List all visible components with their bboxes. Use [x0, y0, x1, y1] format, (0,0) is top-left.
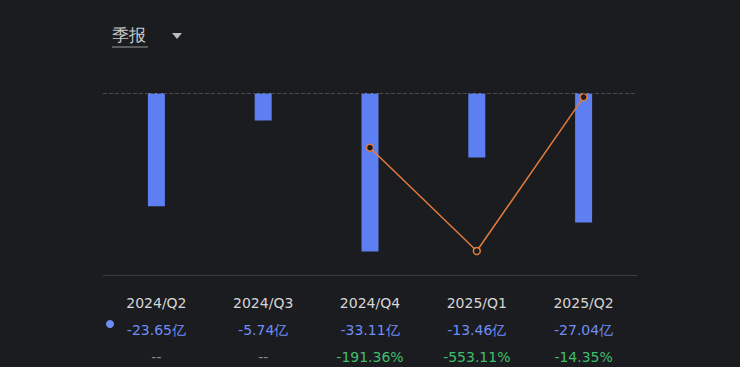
svg-text:2024/Q4: 2024/Q4 — [340, 295, 400, 311]
svg-text:-23.65亿: -23.65亿 — [127, 322, 186, 338]
svg-text:--: -- — [258, 349, 268, 365]
svg-text:-33.11亿: -33.11亿 — [340, 322, 399, 338]
svg-text:2025/Q1: 2025/Q1 — [447, 295, 507, 311]
svg-text:-27.04亿: -27.04亿 — [554, 322, 613, 338]
svg-text:--: -- — [151, 349, 161, 365]
svg-text:-13.46亿: -13.46亿 — [447, 322, 506, 338]
svg-text:-5.74亿: -5.74亿 — [238, 322, 288, 338]
svg-text:2024/Q3: 2024/Q3 — [233, 295, 293, 311]
svg-text:-191.36%: -191.36% — [336, 349, 403, 365]
svg-text:-14.35%: -14.35% — [554, 349, 612, 365]
svg-text:2024/Q2: 2024/Q2 — [126, 295, 186, 311]
svg-text:-553.11%: -553.11% — [443, 349, 510, 365]
svg-text:季报: 季报 — [112, 25, 146, 45]
svg-text:2025/Q2: 2025/Q2 — [553, 295, 613, 311]
